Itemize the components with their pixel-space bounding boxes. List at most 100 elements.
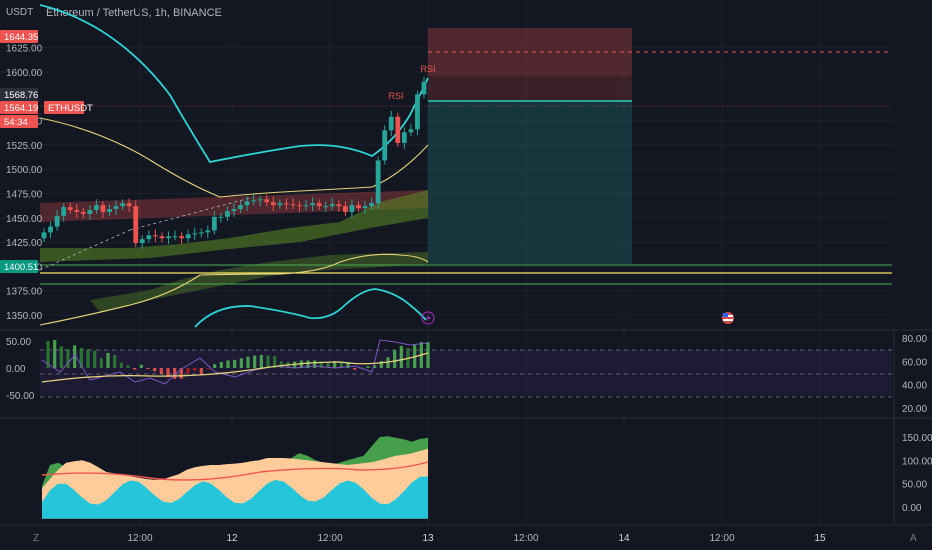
support-cloud xyxy=(40,190,428,262)
candle-body xyxy=(113,206,119,210)
trend-dash-line-2 xyxy=(129,197,251,231)
trend-dash-line xyxy=(39,229,131,271)
histogram-bar xyxy=(373,365,377,368)
price-badge xyxy=(44,101,84,114)
histogram-bar xyxy=(79,348,83,368)
candle-body xyxy=(48,226,53,233)
area-tick-label: 50.00 xyxy=(902,480,927,491)
candle-body xyxy=(290,204,296,206)
histogram-bar xyxy=(206,368,210,370)
candle-body xyxy=(362,206,368,209)
price-badges: 1644.35 1568.76 1564.19 ETHUSDT 54:34 1400.51 xyxy=(0,30,93,273)
candle-body xyxy=(401,132,407,143)
price-tick-label: 1600.00 xyxy=(6,68,43,79)
candle-body xyxy=(211,216,217,231)
oscillator-tick-label: 50.00 xyxy=(6,337,31,348)
histogram-bar xyxy=(73,345,77,368)
candle-body xyxy=(87,210,93,214)
rsi-tick-label: 80.00 xyxy=(902,334,927,345)
volume-area-pane[interactable] xyxy=(41,436,429,519)
price-axis[interactable]: 1350.001375.001400.001425.001450.001475.… xyxy=(6,44,43,322)
price-pane[interactable]: RSI RSI xyxy=(39,4,892,328)
price-tick-label: 1500.00 xyxy=(6,165,43,176)
time-tick-label: 12:00 xyxy=(317,533,342,544)
candle-body xyxy=(231,209,237,211)
time-axis[interactable]: 12:00 12 12:00 13 12:00 14 12:00 15 xyxy=(127,533,826,544)
rsi-signal-label-2: RSI xyxy=(420,64,435,74)
candle-body xyxy=(218,216,224,218)
candle-body xyxy=(310,203,316,206)
price-badge-label: 54:34 xyxy=(4,117,28,128)
candle-body xyxy=(415,94,420,130)
candle-body xyxy=(107,209,112,212)
candle-body xyxy=(94,205,99,211)
histogram-bar xyxy=(153,368,157,372)
area-axis[interactable]: 150.00 100.00 50.00 0.00 xyxy=(902,433,932,514)
histogram-bar xyxy=(106,352,110,368)
histogram-bar xyxy=(46,341,50,368)
histogram-bar xyxy=(253,355,257,368)
price-badge xyxy=(0,260,38,273)
candle-body xyxy=(198,232,204,234)
candle-body xyxy=(41,232,47,239)
histogram-bar xyxy=(393,350,397,368)
histogram-bar xyxy=(333,360,337,368)
candle-body xyxy=(284,203,289,205)
stop-loss-zone[interactable] xyxy=(428,28,632,76)
support-cloud-lower xyxy=(90,252,428,312)
histogram-bar xyxy=(186,368,190,374)
price-badge-label: ETHUSDT xyxy=(48,103,93,114)
dividend-event-icon[interactable] xyxy=(421,311,435,325)
candle-body xyxy=(67,207,73,211)
histogram-bar xyxy=(306,360,310,368)
signal-line xyxy=(41,352,429,383)
auto-scale-button[interactable]: A xyxy=(910,533,917,544)
take-profit-zone[interactable] xyxy=(428,101,632,264)
candle-body xyxy=(395,116,401,143)
candle-body xyxy=(238,205,243,210)
histogram-bar xyxy=(139,364,143,368)
candle-body xyxy=(297,205,302,207)
histogram-bar xyxy=(173,368,177,379)
histogram-bar xyxy=(239,358,243,368)
candle-body xyxy=(388,116,394,131)
candle-body xyxy=(244,201,250,206)
bollinger-upper xyxy=(39,4,429,164)
histogram-bar xyxy=(233,359,237,368)
price-tick-label: 1425.00 xyxy=(6,238,43,249)
rsi-tick-label: 60.00 xyxy=(902,357,927,368)
candle-body xyxy=(54,215,60,227)
candle-body xyxy=(336,204,342,207)
price-tick-label: 1375.00 xyxy=(6,287,43,298)
candle-body xyxy=(152,235,158,237)
trend-line-red xyxy=(41,461,429,481)
price-badge-label: 1400.51 xyxy=(4,262,38,273)
oscillator-axis[interactable]: 50.00 0.00 -50.00 80.00 60.00 40.00 20.00 xyxy=(6,334,927,415)
candle-body xyxy=(166,236,171,239)
candle-body xyxy=(277,203,283,206)
flag-canton-icon xyxy=(723,313,728,317)
oscillator-pane[interactable] xyxy=(40,339,892,398)
candles[interactable] xyxy=(41,76,427,249)
histogram-bar xyxy=(366,366,370,368)
histogram-bar xyxy=(86,349,90,368)
area-series-cyan xyxy=(42,476,428,519)
candle-body xyxy=(139,239,145,244)
candle-body xyxy=(179,236,184,239)
time-tick-label: 15 xyxy=(814,533,826,544)
candle-body xyxy=(159,236,165,239)
histogram-bar xyxy=(59,346,63,368)
time-tick-label: 12:00 xyxy=(513,533,538,544)
price-badge xyxy=(0,115,38,128)
candle-body xyxy=(185,234,191,239)
price-tick-label: 1450.00 xyxy=(6,214,43,225)
histogram-bar xyxy=(159,368,163,374)
timezone-button[interactable]: Z xyxy=(33,533,39,544)
histogram-bar xyxy=(353,368,357,370)
candle-body xyxy=(329,204,335,207)
histogram-bar xyxy=(166,368,170,378)
histogram-bar xyxy=(259,355,263,368)
candle-body xyxy=(61,207,67,216)
time-tick-label: 12:00 xyxy=(127,533,152,544)
